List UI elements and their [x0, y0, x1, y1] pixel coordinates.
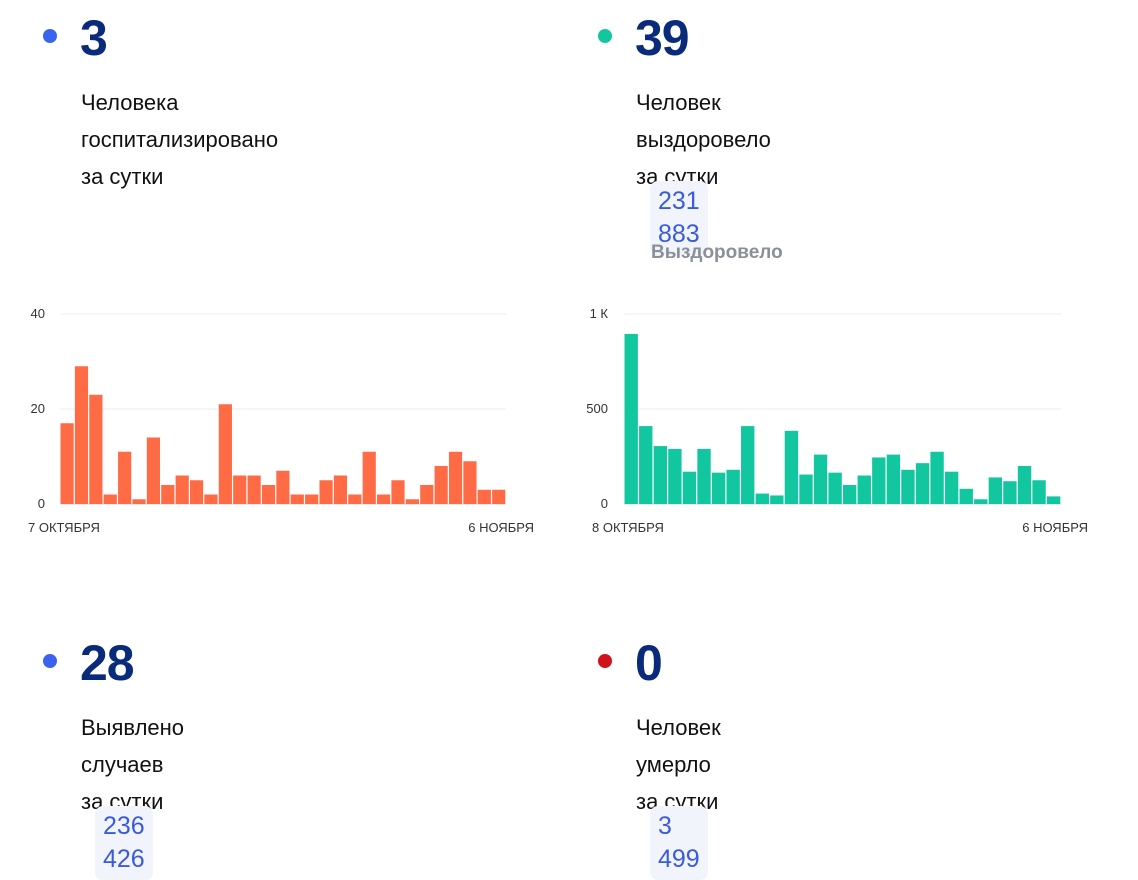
chart-bar: [189, 480, 204, 504]
chart-bar: [261, 485, 276, 504]
chart-bar: [391, 480, 405, 504]
recovered-total-caption: Выздоровело: [651, 242, 783, 263]
chart-bar: [305, 494, 319, 504]
chart-bar: [668, 448, 682, 504]
chart-bar: [492, 489, 506, 504]
chart-bar: [89, 394, 103, 504]
deaths-dot-icon: [598, 654, 612, 668]
cases-label: Выявлено случаев за сутки: [81, 709, 184, 820]
cases-value: 28: [80, 635, 135, 691]
chart-bar: [813, 454, 828, 504]
chart-bar: [886, 454, 901, 504]
chart-bar: [477, 489, 491, 504]
chart-bar: [118, 451, 132, 504]
chart-bar: [146, 437, 161, 504]
chart-bar: [682, 471, 697, 504]
y-tick-label: 0: [38, 496, 45, 511]
chart-bar: [741, 426, 755, 504]
recovered-value: 39: [635, 10, 690, 66]
chart-bar: [290, 494, 304, 504]
hospitalized-label: Человека госпитализировано за сутки: [81, 84, 278, 195]
chart-bar: [857, 475, 871, 504]
cases-dot-icon: [43, 654, 57, 668]
chart-bar: [362, 451, 376, 504]
recovered-dot-icon: [598, 29, 612, 43]
deaths-label: Человек умерло за сутки: [636, 709, 721, 820]
chart-bar: [276, 470, 290, 504]
chart-bar: [1003, 481, 1017, 504]
chart-bar: [653, 446, 667, 504]
x-start-label: 7 ОКТЯБРЯ: [28, 520, 100, 535]
chart-bar: [333, 475, 348, 504]
chart-bar: [420, 485, 434, 504]
x-end-label: 6 НОЯБРЯ: [468, 520, 534, 535]
chart-bar: [247, 475, 261, 504]
x-start-label: 8 ОКТЯБРЯ: [592, 520, 664, 535]
chart-bar: [697, 448, 711, 504]
chart-bar: [624, 333, 638, 504]
chart-bar: [843, 485, 857, 504]
chart-bar: [348, 494, 362, 504]
chart-bar: [915, 463, 930, 504]
hospitalized-value: 3: [80, 10, 108, 66]
y-tick-label: 1 К: [590, 306, 609, 321]
chart-bar: [434, 466, 448, 504]
x-end-label: 6 НОЯБРЯ: [1022, 520, 1088, 535]
chart-bar: [1046, 496, 1061, 504]
chart-bar: [1032, 480, 1046, 504]
chart-bar: [103, 494, 117, 504]
chart-bar: [828, 472, 842, 504]
y-tick-label: 0: [601, 496, 608, 511]
chart-bar: [175, 475, 189, 504]
chart-bar: [448, 451, 463, 504]
chart-bar: [204, 494, 218, 504]
chart-bar: [988, 477, 1003, 504]
chart-bar: [1017, 466, 1032, 504]
chart-bar: [711, 472, 726, 504]
chart-bar: [463, 461, 477, 504]
chart-bar: [799, 474, 813, 504]
chart-bar: [944, 471, 959, 504]
chart-bar: [74, 366, 89, 504]
chart-bar: [639, 426, 653, 504]
hospitalized-label-line2: за сутки: [81, 164, 164, 189]
chart-bar: [233, 475, 247, 504]
deaths-total-badge: 3 499: [650, 806, 708, 880]
recovered-label-line1: Человек выздоровело: [636, 90, 771, 152]
chart-bar: [755, 493, 769, 504]
y-tick-label: 500: [586, 401, 608, 416]
hospitalized-label-line1: Человека госпитализировано: [81, 90, 279, 152]
chart-bar: [930, 451, 944, 504]
chart-bar: [901, 469, 915, 504]
deaths-value: 0: [635, 635, 663, 691]
y-tick-label: 20: [31, 401, 45, 416]
recovered-label: Человек выздоровело за сутки: [636, 84, 771, 195]
chart-bar: [974, 499, 988, 504]
chart-bar: [959, 488, 973, 504]
y-tick-label: 40: [31, 306, 45, 321]
hospitalized-dot-icon: [43, 29, 57, 43]
chart-bar: [770, 495, 784, 504]
cases-total-badge: 236 426: [95, 806, 153, 880]
chart-bar: [319, 480, 333, 504]
chart-bar: [872, 457, 886, 504]
chart-bar: [161, 485, 175, 504]
recovered-total-badge: 231 883: [650, 181, 708, 255]
chart-bar: [784, 430, 799, 504]
chart-bar: [132, 499, 146, 504]
hospitalized-chart: 0 20 40 7 ОКТЯБРЯ 6 НОЯБРЯ: [28, 306, 534, 535]
chart-bar: [377, 494, 391, 504]
chart-bar: [60, 423, 74, 504]
chart-bar: [726, 469, 740, 504]
deaths-label-line1: Человек умерло: [636, 715, 721, 777]
recovered-chart: 0 500 1 К 8 ОКТЯБРЯ 6 НОЯБРЯ: [586, 306, 1088, 535]
chart-bar: [218, 404, 232, 504]
chart-bar: [405, 499, 419, 504]
cases-label-line1: Выявлено случаев: [81, 715, 185, 777]
